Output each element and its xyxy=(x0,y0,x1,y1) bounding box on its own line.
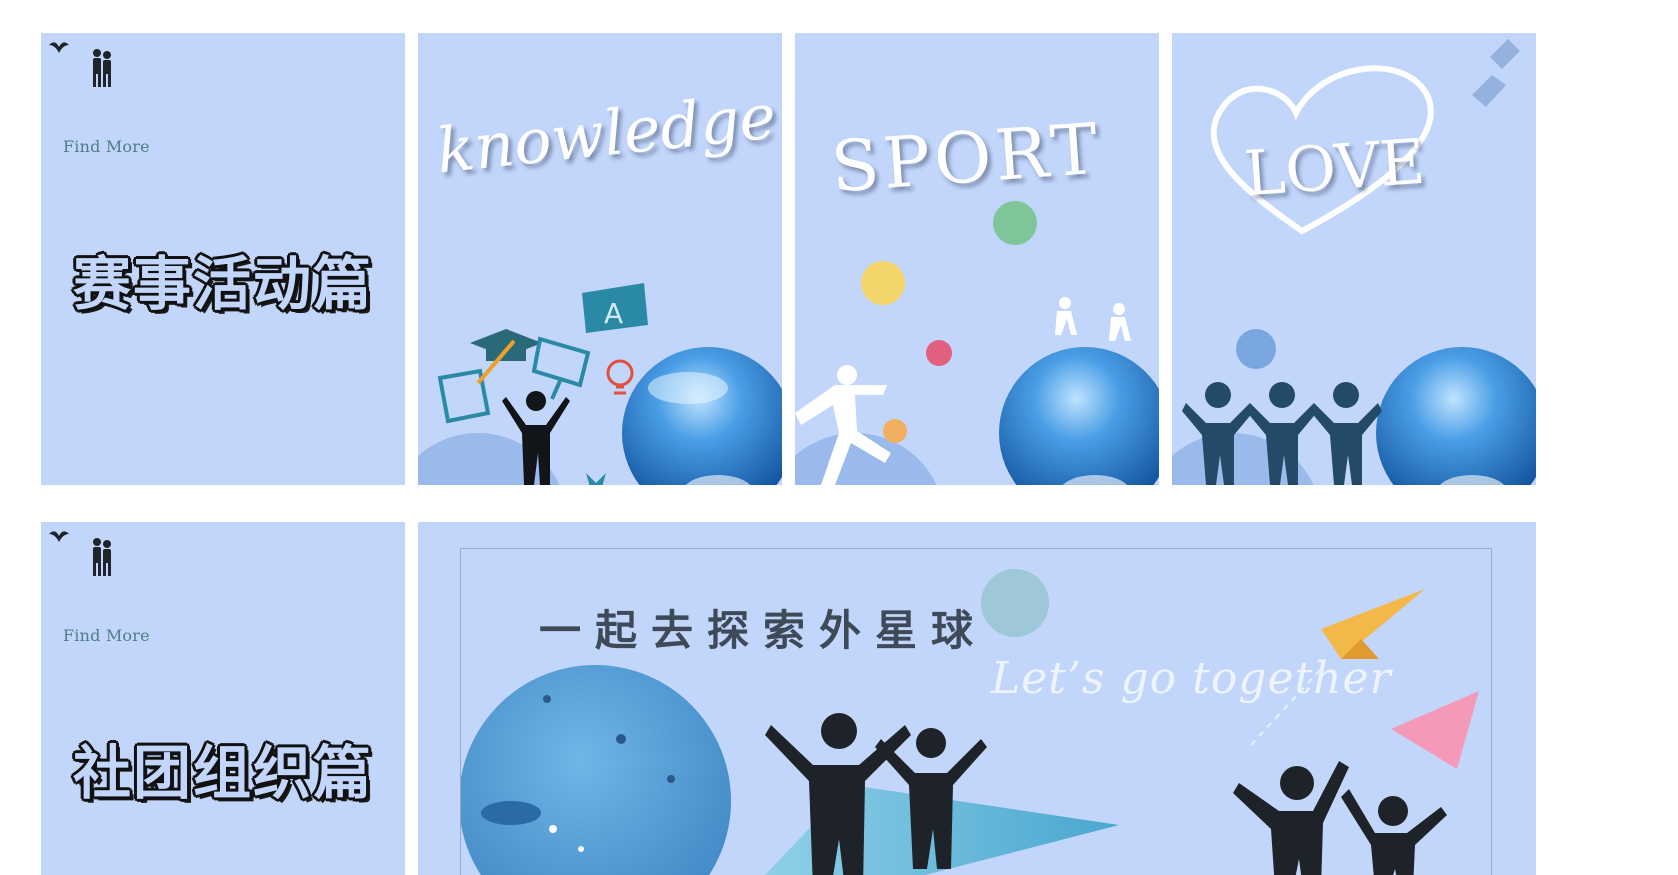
sport-card[interactable]: SPORT xyxy=(795,33,1159,485)
paper-plane-pink xyxy=(1391,691,1479,769)
category-title: 赛事活动篇 xyxy=(41,237,405,321)
knowledge-card[interactable]: A knowledge xyxy=(418,33,782,485)
love-illustration xyxy=(1172,33,1536,485)
category-title: 社团组织篇 xyxy=(41,726,405,810)
category-card-events[interactable]: Find More 赛事活动篇 xyxy=(41,33,405,485)
brand-logo xyxy=(41,522,151,592)
love-card[interactable]: LOVE xyxy=(1172,33,1536,485)
graduation-cap-icon xyxy=(470,329,542,361)
running-figures xyxy=(1055,297,1131,341)
group-figures xyxy=(1182,382,1382,485)
paper-plane-orange xyxy=(1321,589,1425,659)
blue-sphere xyxy=(622,347,782,485)
monitor-icon xyxy=(534,339,588,399)
brand-text: Find More xyxy=(63,626,150,645)
handshake-icon xyxy=(1472,39,1520,107)
banner-slogan-cn: 一起去探索外星球 xyxy=(539,597,987,658)
planet xyxy=(461,665,731,875)
love-word: LOVE xyxy=(1242,125,1428,210)
lightbulb-icon xyxy=(608,361,632,393)
brand-logo xyxy=(41,33,151,103)
letter-a-icon: A xyxy=(582,283,648,333)
banner-frame: 一起去探索外星球 Let’s go together xyxy=(460,548,1492,875)
category-card-clubs[interactable]: Find More 社团组织篇 xyxy=(41,522,405,875)
sport-illustration xyxy=(795,33,1159,485)
brand-text: Find More xyxy=(63,137,150,156)
blue-sphere xyxy=(999,347,1159,485)
banner-slogan-en: Let’s go together xyxy=(991,653,1392,704)
blue-sphere xyxy=(1376,347,1536,485)
banner-card[interactable]: 一起去探索外星球 Let’s go together xyxy=(418,522,1536,875)
svg-text:A: A xyxy=(604,297,623,330)
